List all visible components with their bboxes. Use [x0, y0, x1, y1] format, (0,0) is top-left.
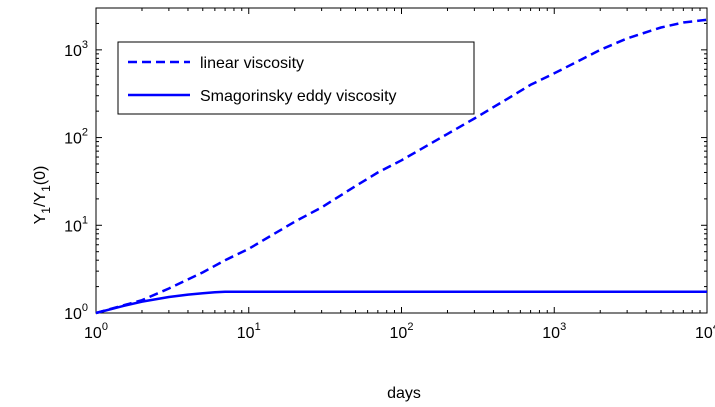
- y-tick-label-base: 10: [64, 218, 82, 235]
- y-axis-label-sub1: 1: [39, 207, 53, 214]
- y-tick-label: 103: [64, 39, 88, 60]
- y-axis-label: Y1/Y1(0): [32, 166, 53, 225]
- y-axis-label-main: Y: [32, 213, 49, 224]
- x-tick-label-base: 10: [390, 325, 408, 342]
- tick-labels: 100101102103104100101102103: [64, 39, 715, 342]
- y-tick-label-exponent: 2: [82, 127, 88, 139]
- legend: linear viscosity Smagorinsky eddy viscos…: [117, 41, 475, 115]
- y-tick-label: 102: [64, 127, 88, 148]
- x-tick-label-exponent: 1: [255, 321, 261, 333]
- series-layer: [95, 18, 708, 315]
- x-tick-label: 103: [542, 321, 566, 342]
- x-axis-label: days: [387, 385, 421, 402]
- x-tick-label-exponent: 2: [407, 321, 413, 333]
- y-tick-label-exponent: 1: [82, 214, 88, 226]
- x-tick-label: 101: [237, 321, 261, 342]
- y-tick-label-exponent: 3: [82, 39, 88, 51]
- y-tick-label: 101: [64, 214, 88, 235]
- x-tick-label-exponent: 0: [102, 321, 108, 333]
- x-tick-label: 102: [390, 321, 414, 342]
- series-line-smagorinsky: [95, 290, 707, 315]
- x-tick-label: 104: [695, 321, 715, 342]
- x-tick-label-base: 10: [237, 325, 255, 342]
- y-axis-label-mid: /Y: [32, 192, 49, 207]
- x-tick-label-base: 10: [84, 325, 102, 342]
- x-tick-label-exponent: 3: [560, 321, 566, 333]
- y-tick-label: 100: [64, 302, 88, 323]
- y-tick-label-base: 10: [64, 43, 82, 60]
- x-tick-label-base: 10: [695, 325, 713, 342]
- y-tick-label-exponent: 0: [82, 302, 88, 314]
- legend-label-smagorinsky: Smagorinsky eddy viscosity: [200, 88, 397, 105]
- y-axis-label-end: (0): [32, 166, 49, 186]
- legend-box: [117, 41, 475, 115]
- legend-label-linear-viscosity: linear viscosity: [200, 55, 304, 72]
- minor-ticks: [95, 7, 708, 314]
- x-tick-label: 100: [84, 321, 108, 342]
- x-tick-label-base: 10: [542, 325, 560, 342]
- x-tick-label-exponent: 4: [713, 321, 715, 333]
- y-tick-label-base: 10: [64, 131, 82, 148]
- series-line-linear-viscosity: [95, 18, 708, 315]
- y-axis-label-sub2: 1: [39, 185, 53, 192]
- y-tick-label-base: 10: [64, 306, 82, 323]
